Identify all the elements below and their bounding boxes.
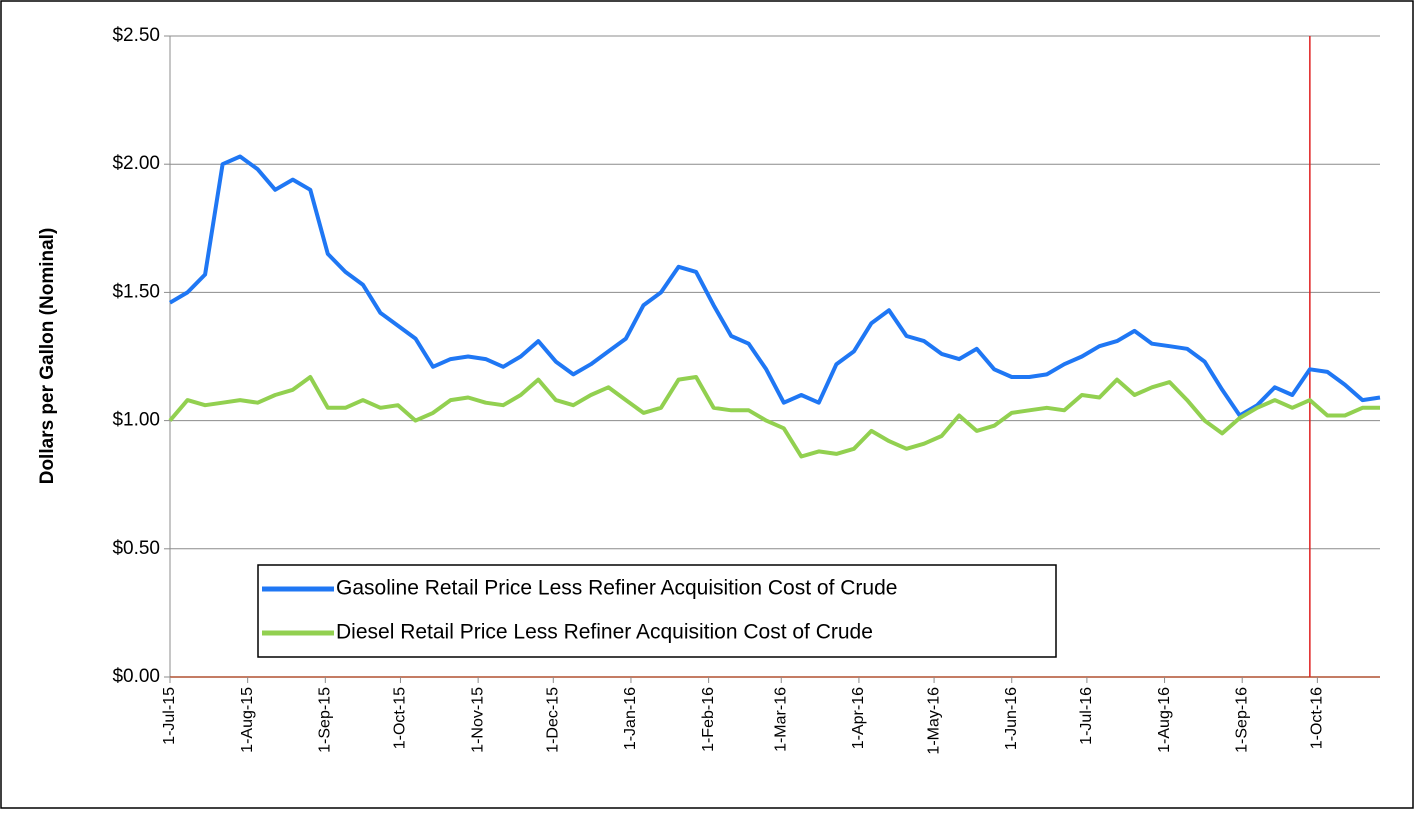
x-tick-label: 1-Sep-16 — [1233, 687, 1250, 753]
x-tick-label: 1-Dec-15 — [545, 687, 562, 753]
line-series — [168, 154, 1381, 418]
x-tick-label: 1-Feb-16 — [700, 687, 717, 752]
y-tick-label: $2.00 — [112, 153, 160, 174]
x-tick-label: 1-Oct-15 — [392, 687, 409, 749]
x-tick-label: 1-Apr-16 — [850, 687, 867, 749]
x-tick-label: 1-Nov-15 — [469, 687, 486, 753]
x-tick-label: 1-Sep-15 — [317, 687, 334, 753]
line-series — [168, 375, 1380, 459]
y-axis-label: Dollars per Gallon (Nominal) — [37, 228, 58, 485]
x-tick-label: 1-Jun-16 — [1003, 687, 1020, 750]
y-tick-label: $1.00 — [112, 410, 160, 431]
legend-box — [257, 564, 1057, 658]
x-tick-label: 1-Aug-16 — [1156, 687, 1173, 753]
y-tick-label: $2.50 — [112, 25, 160, 46]
x-tick-label: 1-Jul-15 — [161, 687, 178, 745]
x-tick-label: 1-Aug-15 — [239, 687, 256, 753]
x-tick-label: 1-Mar-16 — [772, 687, 789, 752]
x-tick-label: 1-Jul-16 — [1078, 687, 1095, 745]
y-tick-label: $0.00 — [112, 666, 160, 687]
legend-label: Diesel Retail Price Less Refiner Acquisi… — [336, 621, 873, 644]
y-tick-label: $1.50 — [112, 281, 160, 302]
x-tick-label: 1-Jan-16 — [622, 687, 639, 750]
legend-label: Gasoline Retail Price Less Refiner Acqui… — [336, 577, 897, 600]
x-tick-label: 1-May-16 — [925, 687, 942, 755]
y-tick-label: $0.50 — [112, 538, 160, 559]
x-tick-label: 1-Oct-16 — [1309, 687, 1326, 749]
